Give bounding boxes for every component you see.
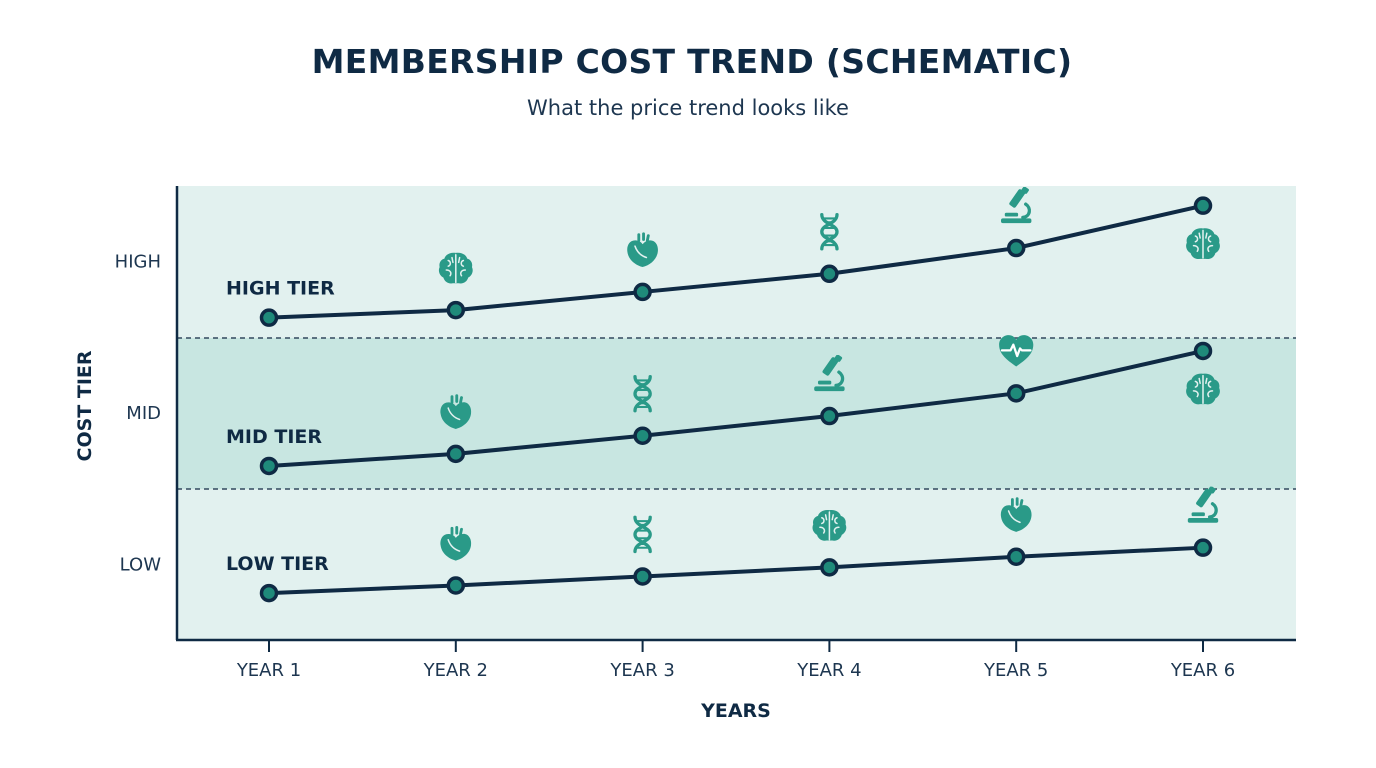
data-point (259, 456, 279, 476)
data-point (259, 308, 279, 327)
y-tick-label: MID (126, 403, 161, 424)
series-label: HIGH TIER (226, 278, 335, 300)
x-tick-label: YEAR 4 (796, 660, 861, 681)
data-point (633, 567, 652, 586)
data-point (1006, 384, 1026, 403)
x-tick-label: YEAR 3 (609, 660, 674, 681)
x-axis-title: YEARS (700, 700, 771, 722)
y-tick-label: LOW (120, 554, 162, 575)
chart-subtitle: What the price trend looks like (527, 96, 849, 120)
x-tick-label: YEAR 1 (236, 660, 301, 681)
data-point (446, 444, 466, 464)
data-point (446, 576, 466, 595)
data-point (1193, 196, 1213, 215)
series-line (267, 545, 1205, 596)
x-tick-label: YEAR 6 (1170, 660, 1235, 681)
data-point (1193, 341, 1213, 361)
data-point (820, 264, 839, 284)
data-point (1193, 538, 1213, 557)
y-axis-title: COST TIER (74, 350, 96, 461)
band-mid (177, 338, 1296, 489)
chart-title: MEMBERSHIP COST TREND (SCHEMATIC) (311, 42, 1073, 81)
data-point (820, 558, 839, 577)
series-label: MID TIER (226, 426, 322, 448)
data-point (820, 406, 839, 426)
series-line (267, 348, 1205, 468)
data-point (259, 583, 279, 603)
band-low (177, 489, 1296, 640)
data-point (633, 426, 652, 445)
series-label: LOW TIER (226, 553, 329, 575)
data-point (633, 282, 652, 302)
data-point (1006, 238, 1026, 258)
series-line (267, 203, 1205, 320)
data-point (446, 300, 466, 320)
y-tick-label: HIGH (115, 252, 161, 273)
x-tick-label: YEAR 5 (983, 660, 1048, 681)
x-tick-label: YEAR 2 (423, 660, 488, 681)
data-point (1006, 547, 1026, 567)
